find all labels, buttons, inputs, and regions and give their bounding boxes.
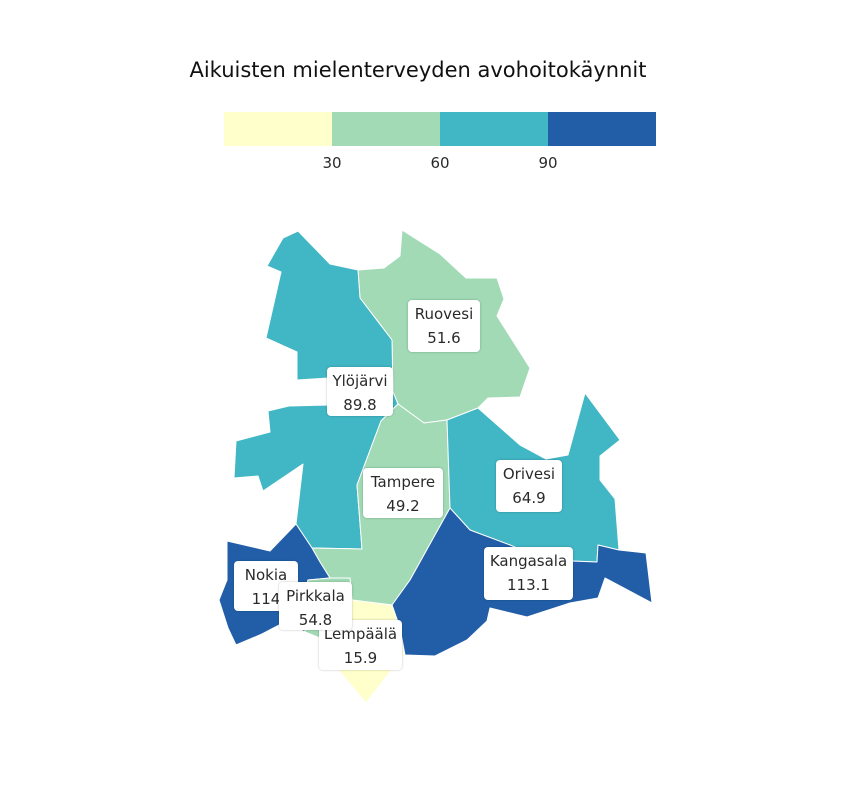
legend-tick-label: 90 [538, 154, 558, 172]
region-name: Kangasala [489, 552, 568, 570]
legend-swatch-3 [548, 112, 656, 146]
legend-bar [224, 112, 656, 146]
region-value: 114 [251, 590, 281, 608]
region-value: 113.1 [507, 576, 550, 594]
region-value: 64.9 [512, 489, 546, 507]
legend-swatch-2 [440, 112, 548, 146]
map-title: Aikuisten mielenterveyden avohoitokäynni… [189, 58, 647, 82]
region-value: 51.6 [427, 329, 461, 347]
region-ylojarvi [233, 230, 399, 550]
legend-tick-label: 30 [322, 154, 342, 172]
region-value: 15.9 [343, 649, 378, 667]
region-label-orivesi: Orivesi 64.9 [496, 460, 562, 512]
region-label-pirkkala: Pirkkala 54.8 [279, 582, 352, 630]
region-name: Ruovesi [414, 305, 474, 323]
region-name: Orivesi [502, 465, 556, 483]
region-value: 49.2 [386, 497, 420, 515]
legend-swatch-0 [224, 112, 332, 146]
region-value: 89.8 [343, 396, 377, 414]
region-name: Ylöjärvi [332, 372, 388, 390]
region-name: Tampere [370, 473, 436, 491]
region-name: Nokia [244, 566, 288, 584]
region-label-tampere: Tampere 49.2 [363, 468, 443, 518]
legend-tick-label: 60 [430, 154, 450, 172]
region-label-kangasala: Kangasala 113.1 [484, 547, 573, 600]
region-label-ylojarvi: Ylöjärvi 89.8 [327, 367, 393, 416]
region-name: Pirkkala [286, 587, 345, 605]
legend-swatch-1 [332, 112, 440, 146]
region-value: 54.8 [298, 611, 333, 629]
region-label-ruovesi: Ruovesi 51.6 [408, 300, 480, 352]
